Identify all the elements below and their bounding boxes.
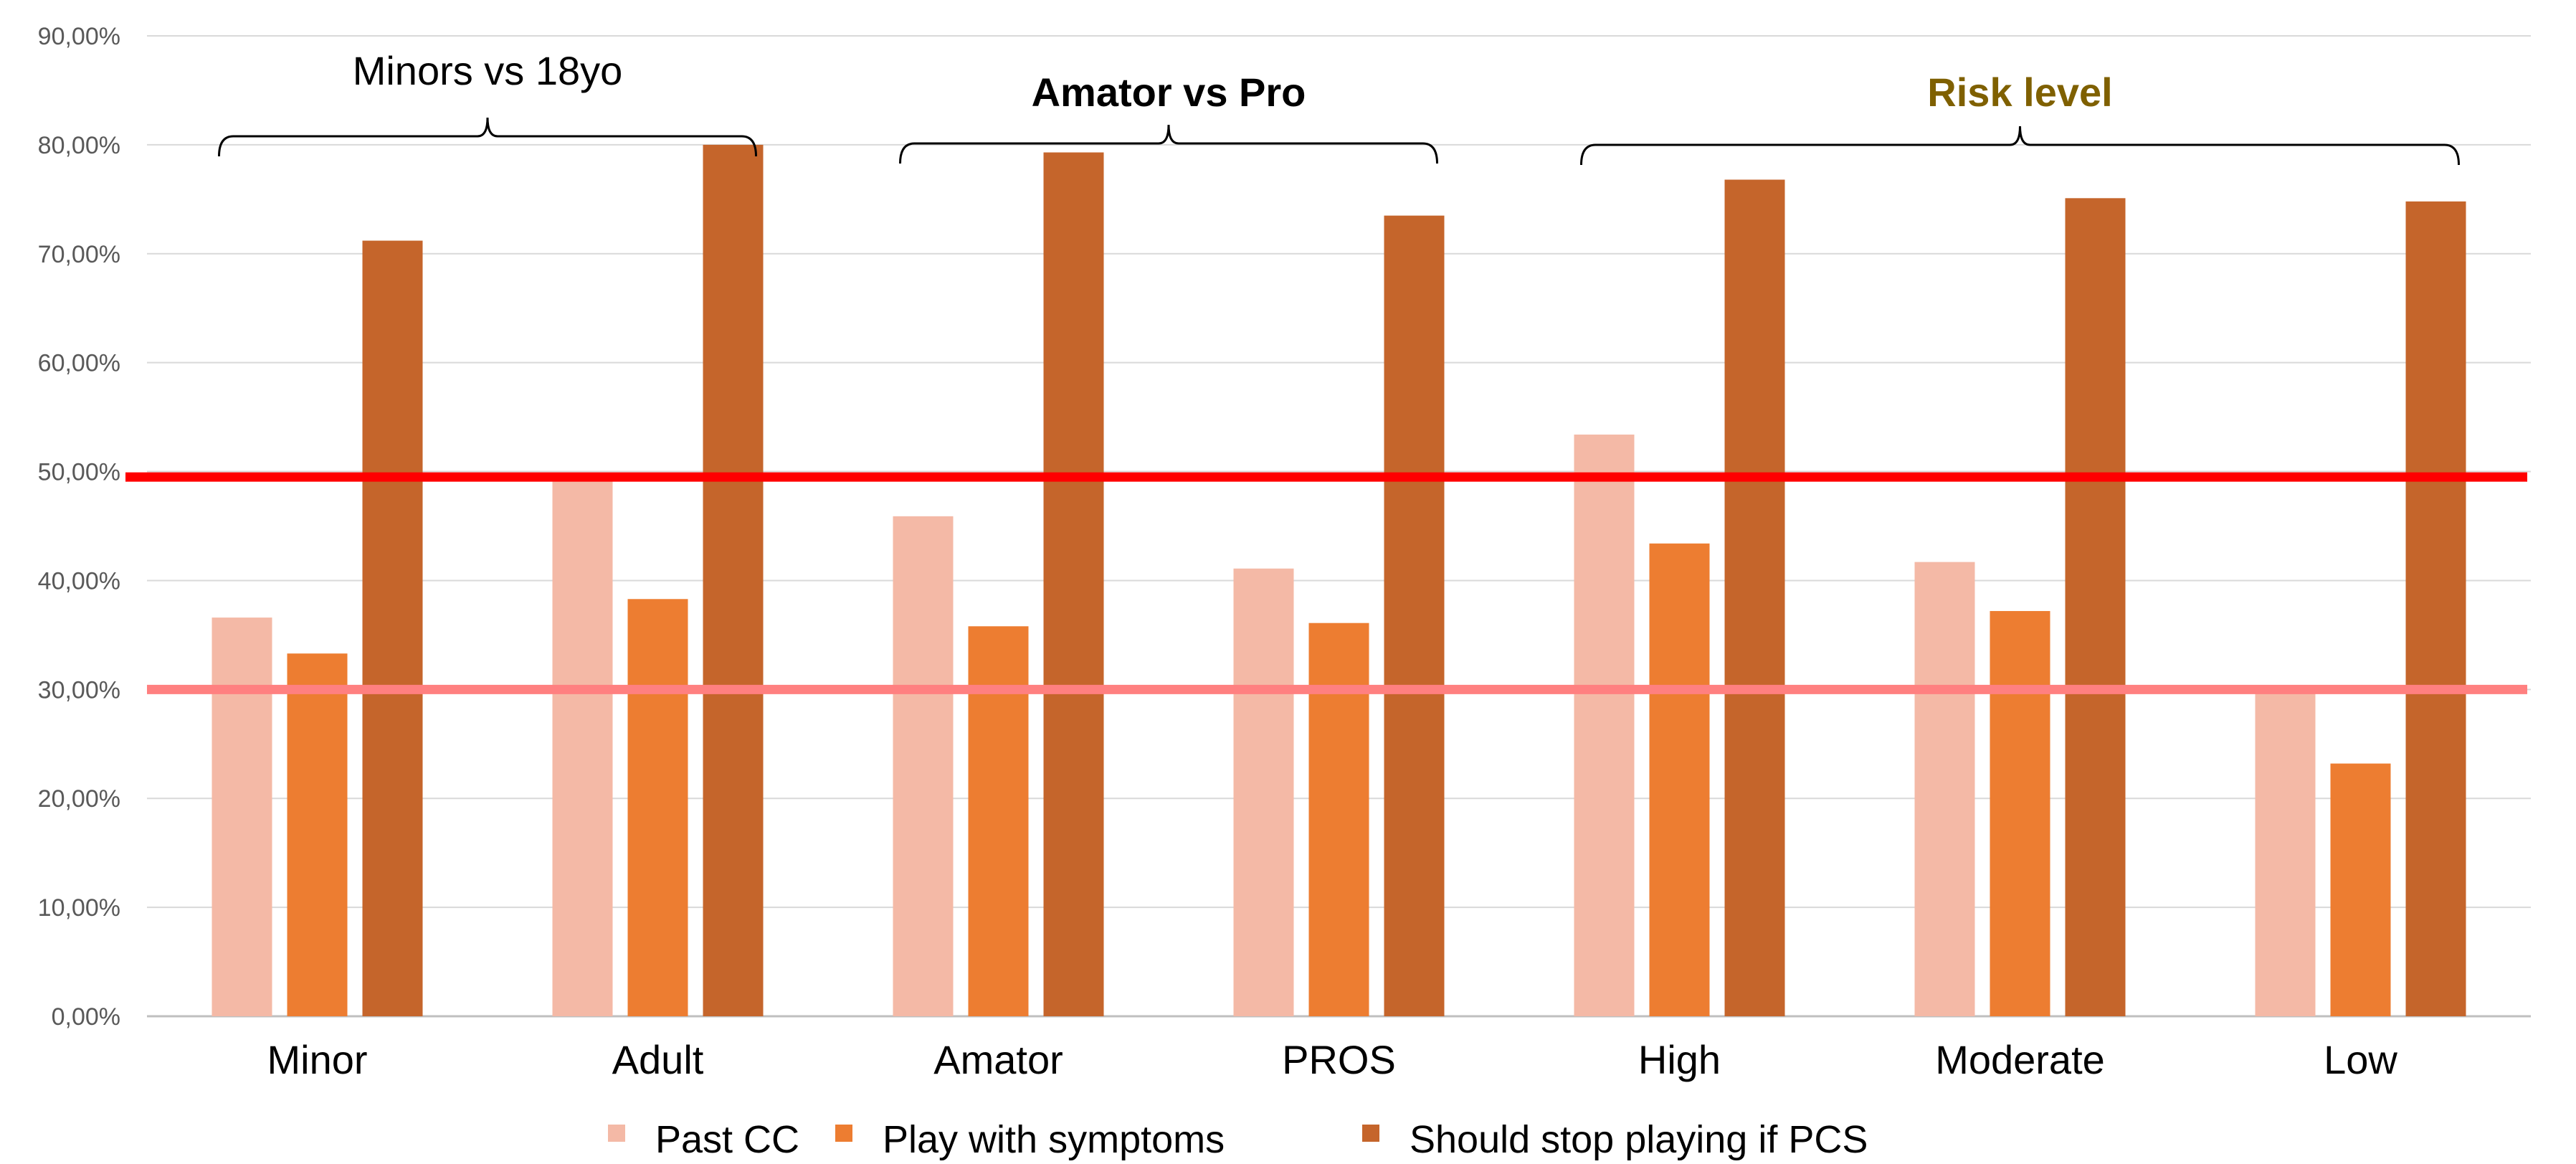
x-tick-label: Low bbox=[2324, 1037, 2397, 1082]
reference-lines bbox=[125, 472, 2527, 694]
bar bbox=[1233, 568, 1294, 1016]
x-tick-label: Moderate bbox=[1935, 1037, 2105, 1082]
bar bbox=[1990, 610, 2050, 1016]
legend: Past CC Play with symptoms Should stop pla… bbox=[608, 1118, 1868, 1161]
y-tick-label: 60,00% bbox=[38, 350, 120, 377]
group-bracket bbox=[899, 124, 1438, 164]
group-title: Amator vs Pro bbox=[1032, 70, 1306, 115]
bar bbox=[1914, 562, 1975, 1016]
group-brackets: Minors vs 18yo Amator vs Pro Risk level bbox=[218, 48, 2460, 166]
bar bbox=[2255, 689, 2316, 1016]
group-title: Minors vs 18yo bbox=[353, 48, 623, 93]
group-title: Risk level bbox=[1927, 70, 2112, 115]
bar bbox=[1724, 179, 1785, 1017]
y-tick-label: 90,00% bbox=[38, 23, 120, 50]
y-axis-ticks: 0,00% 10,00% 20,00% 30,00% 40,00% 50,00% 60,00… bbox=[38, 23, 120, 1031]
y-tick-label: 50,00% bbox=[38, 459, 120, 486]
bar bbox=[1649, 543, 1710, 1016]
bar bbox=[627, 599, 688, 1016]
bar bbox=[362, 240, 423, 1016]
legend-swatch bbox=[1362, 1125, 1379, 1142]
x-tick-label: Amator bbox=[933, 1037, 1063, 1082]
y-tick-label: 10,00% bbox=[38, 894, 120, 922]
bar bbox=[968, 626, 1029, 1016]
y-tick-label: 40,00% bbox=[38, 567, 120, 595]
legend-label: Should stop playing if PCS bbox=[1410, 1118, 1868, 1160]
bar bbox=[1043, 152, 1104, 1016]
bar bbox=[1308, 623, 1369, 1016]
y-tick-label: 0,00% bbox=[52, 1003, 120, 1031]
x-tick-label: High bbox=[1638, 1037, 1721, 1082]
x-tick-label: PROS bbox=[1282, 1037, 1396, 1082]
bar bbox=[287, 653, 348, 1016]
y-tick-label: 30,00% bbox=[38, 676, 120, 704]
bar bbox=[2405, 201, 2466, 1017]
bar bbox=[2065, 198, 2126, 1016]
group-bracket bbox=[1580, 126, 2460, 166]
y-tick-label: 20,00% bbox=[38, 785, 120, 813]
bar bbox=[552, 477, 613, 1016]
group-bracket bbox=[218, 117, 757, 157]
bar bbox=[2330, 763, 2391, 1016]
bars bbox=[212, 144, 2466, 1017]
bar bbox=[1384, 215, 1445, 1016]
bar bbox=[893, 516, 954, 1016]
x-tick-label: Minor bbox=[267, 1037, 367, 1082]
legend-swatch bbox=[835, 1125, 852, 1142]
y-tick-label: 80,00% bbox=[38, 132, 120, 159]
legend-swatch bbox=[608, 1125, 625, 1142]
y-tick-label: 70,00% bbox=[38, 241, 120, 268]
legend-label: Play with symptoms bbox=[883, 1118, 1225, 1160]
legend-label: Past CC bbox=[655, 1118, 799, 1160]
x-tick-label: Adult bbox=[612, 1037, 704, 1082]
bar bbox=[1574, 434, 1635, 1016]
bar bbox=[703, 144, 764, 1016]
x-axis-ticks: Minor Adult Amator PROS High Moderate Low bbox=[267, 1037, 2397, 1082]
bar bbox=[212, 618, 272, 1016]
